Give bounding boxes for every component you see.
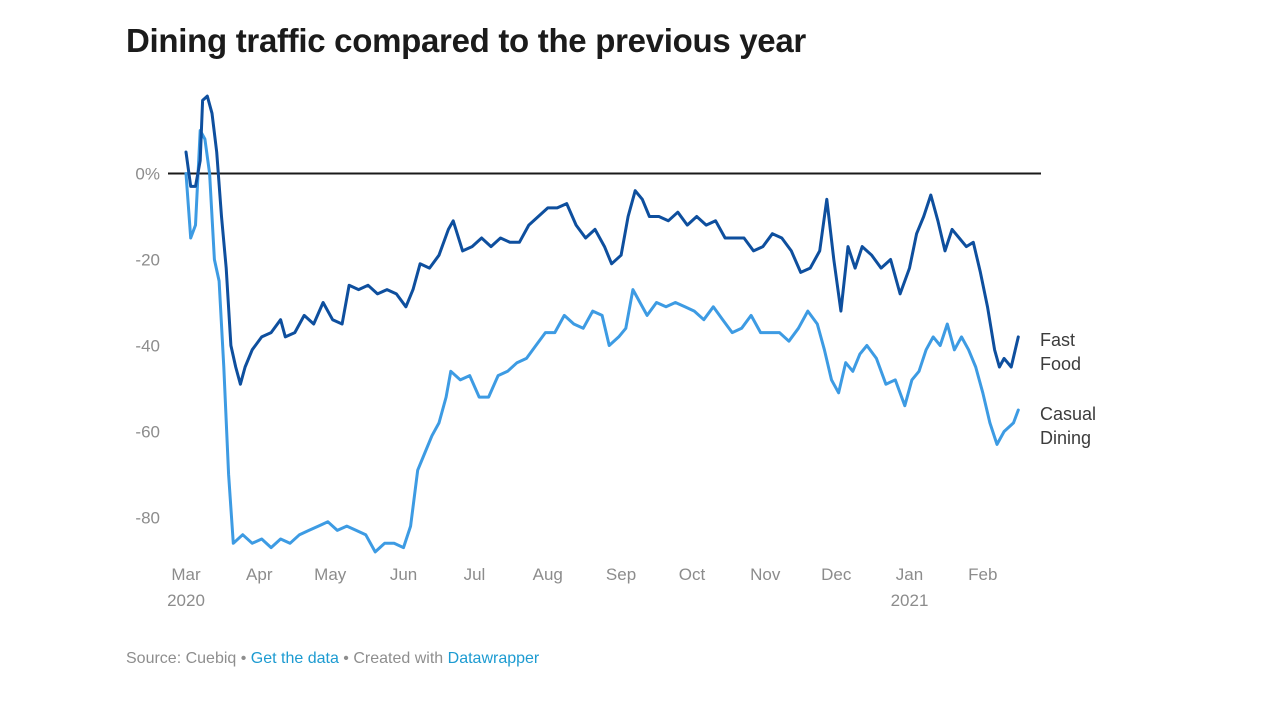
x-tick-year-label: 2021 [891,591,929,610]
x-tick-label: Nov [750,565,781,584]
datawrapper-link[interactable]: Datawrapper [447,650,540,667]
series-label-fast-food: Fast [1040,330,1075,350]
series-labels: Fast Food Casual Dining [1040,330,1096,448]
y-axis: 0% -20 -40 -60 -80 [135,165,160,528]
chart-title: Dining traffic compared to the previous … [126,22,806,59]
x-tick-label: Jul [464,565,486,584]
x-tick-label: Jun [390,565,417,584]
x-tick-label: Oct [679,565,706,584]
series-line-casual-dining [184,129,1020,554]
get-the-data-link[interactable]: Get the data [250,650,339,667]
x-axis: Mar 2020 Apr May Jun Jul Aug Sep Oct Nov Dec Jan 202… [167,565,997,610]
line-chart: 0% -20 -40 -60 -80 Mar 2020 Apr May Jun Jul Aug Sep… [135,94,1096,610]
series-label-casual-dining: Dining [1040,428,1091,448]
y-tick-label: -40 [135,337,160,356]
x-tick-label: Feb [968,565,997,584]
footer-separator: • [236,650,251,667]
x-tick-label: Jan [896,565,923,584]
x-tick-label: Apr [246,565,273,584]
y-tick-label: -80 [135,509,160,528]
x-tick-label: May [314,565,347,584]
chart-footer: Source: Cuebiq • Get the data • Created … [126,650,539,668]
source-credit: Source: Cuebiq [126,650,237,667]
series-label-fast-food: Food [1040,354,1081,374]
x-tick-label: Sep [606,565,636,584]
y-tick-label: -20 [135,251,160,270]
footer-separator: • [338,650,354,667]
x-tick-year-label: 2020 [167,591,205,610]
x-tick-label: Mar [171,565,201,584]
series-layer [184,94,1020,554]
series-label-casual-dining: Casual [1040,404,1096,424]
x-tick-label: Dec [821,565,852,584]
series-line-fast-food [184,94,1020,386]
created-with-label: Created with [353,650,444,667]
x-tick-label: Aug [533,565,563,584]
y-tick-label: 0% [135,165,160,184]
y-tick-label: -60 [135,423,160,442]
